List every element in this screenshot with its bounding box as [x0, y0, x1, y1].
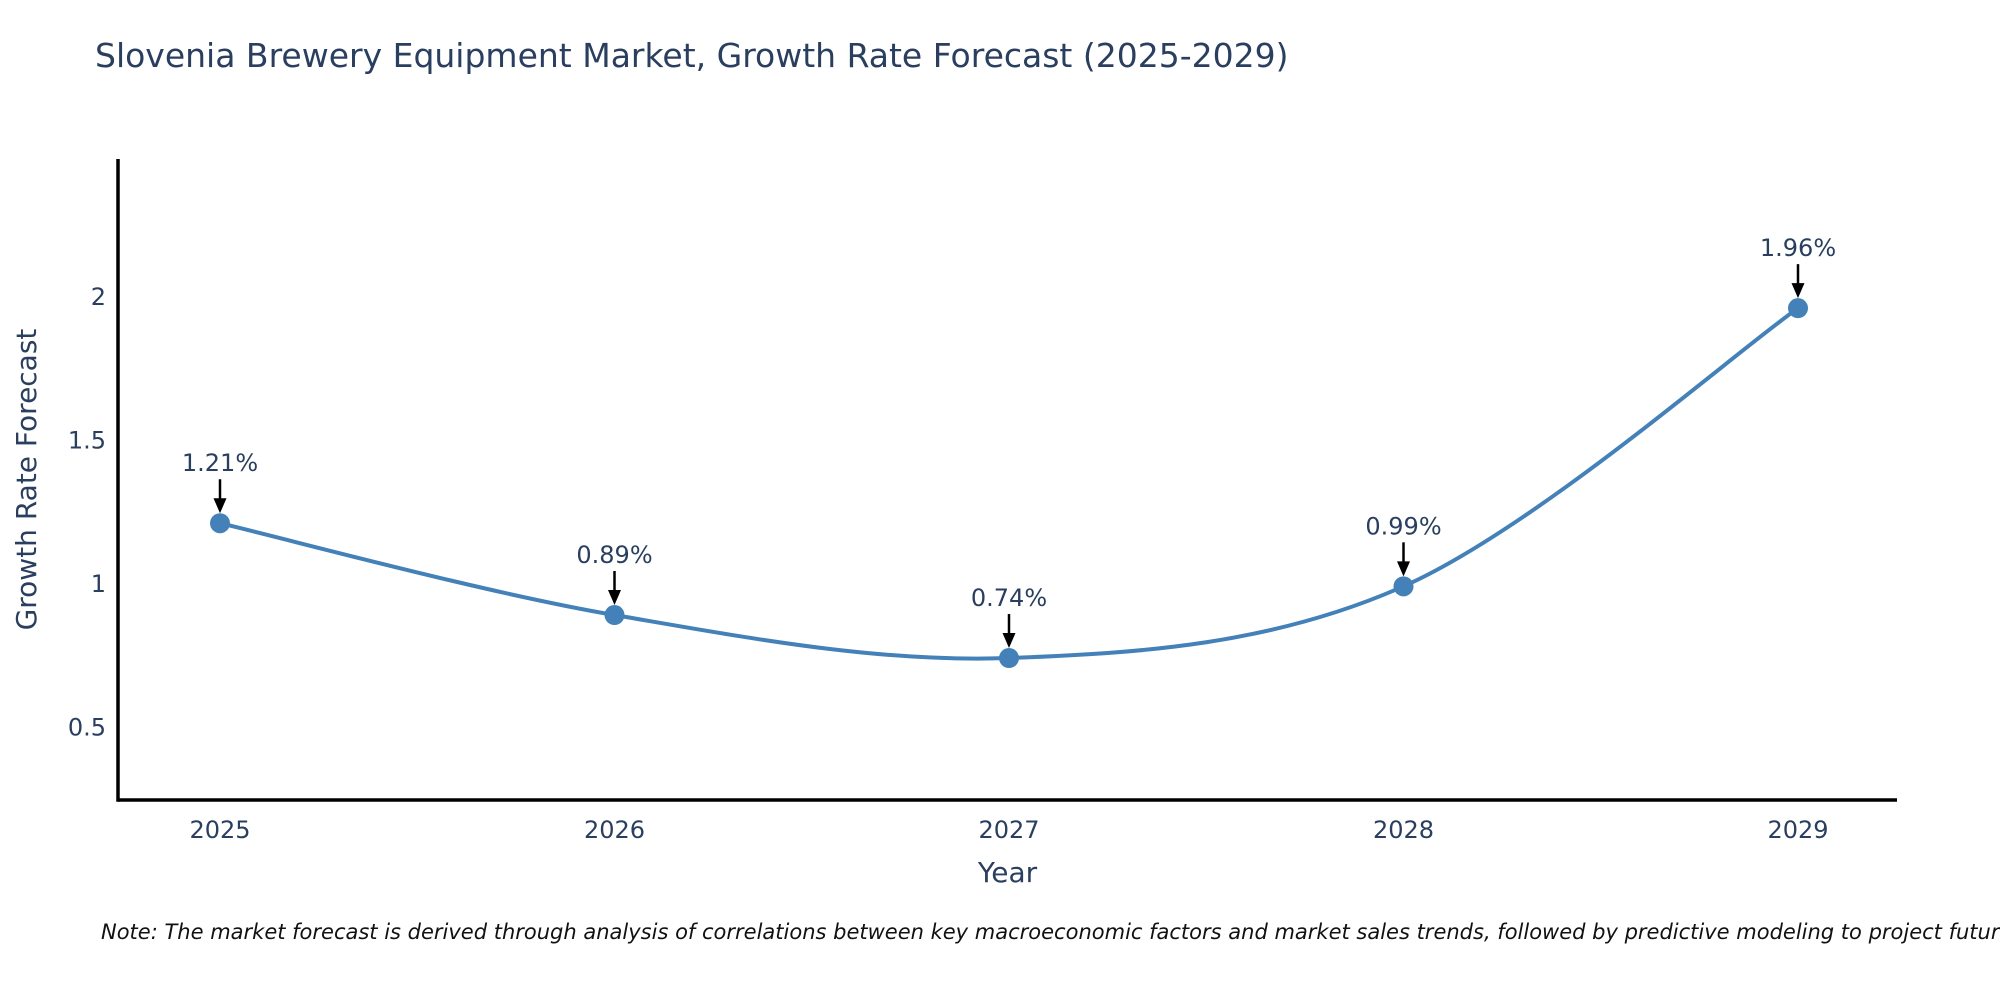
annotation-arrowhead — [608, 590, 621, 606]
x-tick-label: 2029 — [1767, 816, 1828, 844]
annotation-label: 0.99% — [1365, 512, 1441, 540]
y-tick-label: 1.5 — [68, 426, 106, 454]
annotation-label: 0.74% — [971, 584, 1047, 612]
y-tick-label: 2 — [91, 283, 106, 311]
chart-title: Slovenia Brewery Equipment Market, Growt… — [95, 36, 1289, 75]
data-point-marker[interactable] — [999, 648, 1019, 669]
annotation-label: 1.96% — [1760, 234, 1836, 262]
annotation-label: 0.89% — [576, 541, 652, 569]
x-tick-label: 2028 — [1373, 816, 1434, 844]
x-axis-title: Year — [977, 856, 1038, 889]
y-axis-title: Growth Rate Forecast — [10, 329, 43, 631]
y-tick-label: 0.5 — [68, 713, 106, 741]
annotation-arrowhead — [1791, 283, 1805, 299]
annotation-arrowhead — [1397, 561, 1410, 577]
x-tick-label: 2027 — [978, 816, 1039, 844]
annotation-arrowhead — [1002, 633, 1016, 649]
data-point-marker[interactable] — [1788, 298, 1808, 319]
data-point-marker[interactable] — [604, 605, 625, 626]
data-point-marker[interactable] — [210, 513, 230, 534]
data-point-marker[interactable] — [1393, 576, 1414, 597]
annotation-arrowhead — [213, 498, 227, 514]
footnote: Note: The market forecast is derived thr… — [101, 920, 2000, 944]
x-tick-label: 2025 — [189, 816, 250, 844]
x-tick-label: 2026 — [584, 816, 645, 844]
annotation-label: 1.21% — [182, 449, 258, 477]
y-tick-label: 1 — [91, 570, 106, 598]
